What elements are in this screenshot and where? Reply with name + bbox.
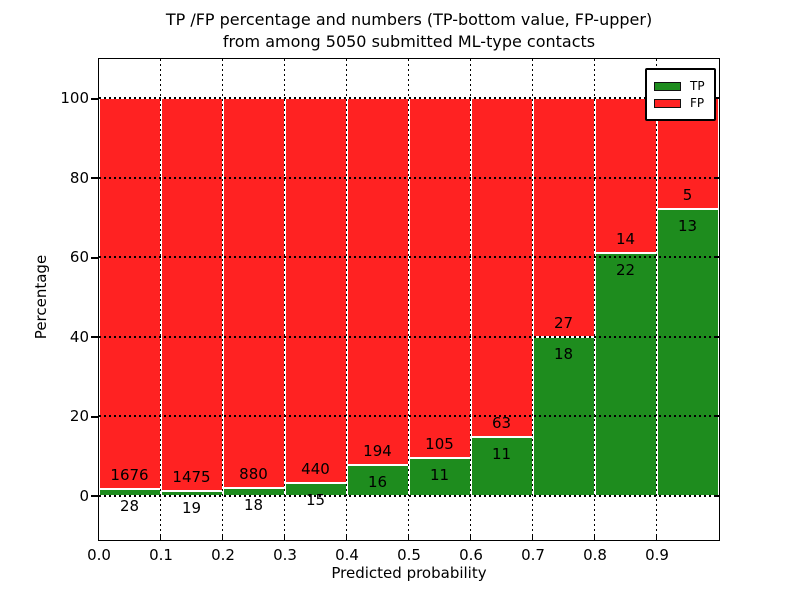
y-tick-label: 20	[69, 407, 89, 426]
bar-label-fp: 105	[425, 435, 454, 454]
y-tick-mark-right	[714, 415, 719, 418]
bar-label-fp: 194	[363, 442, 392, 461]
bar-label-tp: 28	[119, 497, 140, 516]
bar-segment-fp	[470, 98, 533, 437]
x-tick-mark	[407, 533, 410, 540]
bar-label-fp: 880	[239, 464, 268, 483]
x-tick-label: 0.8	[583, 546, 607, 564]
chart-title: TP /FP percentage and numbers (TP-bottom…	[99, 9, 719, 53]
x-tick-mark	[531, 533, 534, 540]
bar-segment-fp	[98, 98, 161, 490]
bar-segment-fp	[408, 98, 471, 459]
bar-label-tp: 22	[615, 260, 636, 279]
x-tick-label: 0.3	[273, 546, 297, 564]
y-tick-mark	[90, 256, 98, 259]
x-tick-mark	[655, 533, 658, 540]
bar-label-tp: 13	[677, 216, 698, 235]
x-tick-label: 0.9	[645, 546, 669, 564]
gridline-vertical	[593, 58, 596, 540]
gridline-vertical	[345, 58, 348, 540]
bar-segment-tp	[594, 252, 657, 496]
bar-label-fp: 27	[553, 313, 574, 332]
bar-segment-fp	[160, 98, 223, 491]
y-tick-label: 80	[69, 168, 89, 187]
y-tick-label: 60	[69, 248, 89, 267]
gridline-vertical	[531, 58, 534, 540]
x-axis-label: Predicted probability	[331, 564, 487, 582]
gridline-vertical	[655, 58, 658, 540]
bar-label-tp: 18	[553, 344, 574, 363]
y-tick-mark	[90, 495, 98, 498]
x-tick-mark	[469, 533, 472, 540]
gridline-vertical	[469, 58, 472, 540]
y-tick-label: 0	[79, 486, 89, 505]
x-tick-label: 0.0	[87, 546, 111, 564]
y-tick-mark	[90, 415, 98, 418]
legend-swatch-fp-icon	[654, 98, 681, 108]
legend: TP FP	[645, 68, 716, 121]
bar-label-fp: 14	[615, 229, 636, 248]
bar-segment-fp	[532, 98, 595, 337]
x-tick-label: 0.2	[211, 546, 235, 564]
bar-label-tp: 19	[181, 498, 202, 517]
x-tick-mark	[221, 533, 224, 540]
x-tick-label: 0.5	[397, 546, 421, 564]
gridline-vertical	[407, 58, 410, 540]
bar-segment-fp	[346, 98, 409, 466]
bar-label-tp: 11	[491, 444, 512, 463]
x-tick-mark	[345, 533, 348, 540]
bar-label-fp: 1475	[172, 467, 211, 486]
gridline-vertical	[283, 58, 286, 540]
bar-label-fp: 1676	[110, 466, 149, 485]
bar-segment-tp	[346, 465, 409, 496]
y-tick-mark	[90, 336, 98, 339]
y-tick-mark	[90, 97, 98, 100]
bar-label-tp: 18	[243, 495, 264, 514]
x-tick-label: 0.6	[459, 546, 483, 564]
bar-label-fp: 440	[301, 459, 330, 478]
bar-label-fp: 63	[491, 413, 512, 432]
y-tick-mark	[90, 177, 98, 180]
bar-label-tp: 16	[367, 473, 388, 492]
y-tick-label: 40	[69, 327, 89, 346]
y-tick-mark-right	[714, 494, 719, 497]
legend-swatch-tp-icon	[654, 81, 681, 91]
legend-entry-fp: FP	[654, 96, 705, 110]
x-tick-label: 0.1	[149, 546, 173, 564]
y-tick-mark-right	[714, 97, 719, 100]
gridline-vertical	[221, 58, 224, 540]
y-axis-label: Percentage	[32, 254, 50, 340]
x-tick-mark	[283, 533, 286, 540]
y-tick-mark-right	[714, 335, 719, 338]
bar-segment-tp	[656, 208, 719, 496]
y-tick-mark-right	[714, 256, 719, 259]
bar-label-tp: 11	[429, 466, 450, 485]
chart-title-line2: from among 5050 submitted ML-type contac…	[222, 32, 596, 51]
bar-label-fp: 5	[682, 185, 693, 204]
bar-segment-fp	[284, 98, 347, 483]
chart-title-line1: TP /FP percentage and numbers (TP-bottom…	[165, 10, 653, 29]
bar-label-tp: 15	[305, 490, 326, 509]
x-tick-mark	[593, 533, 596, 540]
x-tick-label: 0.7	[521, 546, 545, 564]
plot-area: 1676 28 1475 19 880 18 440 15 194 16 105 11 63 11 27 18…	[97, 57, 720, 541]
y-tick-mark-right	[714, 176, 719, 179]
legend-label-tp: TP	[690, 78, 705, 93]
y-tick-label: 100	[60, 89, 89, 108]
legend-label-fp: FP	[690, 95, 705, 110]
bar-segment-fp	[222, 98, 285, 488]
x-tick-label: 0.4	[335, 546, 359, 564]
legend-entry-tp: TP	[654, 79, 705, 93]
gridline-vertical	[159, 58, 162, 540]
x-tick-mark	[159, 533, 162, 540]
